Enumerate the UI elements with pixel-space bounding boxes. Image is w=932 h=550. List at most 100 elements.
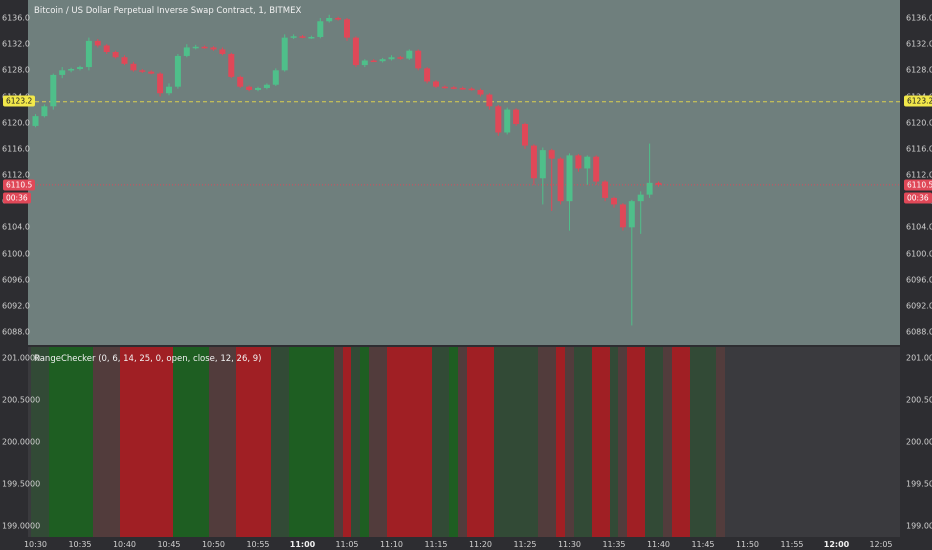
candle — [513, 109, 520, 124]
time-tick-label: 11:30 — [557, 540, 582, 549]
candle — [619, 204, 626, 228]
range-band — [662, 347, 672, 537]
candle — [246, 86, 253, 90]
candle — [68, 69, 75, 71]
range-band — [431, 347, 450, 537]
candle — [628, 201, 635, 228]
candle — [255, 87, 261, 90]
range-band — [458, 347, 468, 537]
time-tick-label: 11:50 — [735, 540, 760, 549]
candle — [59, 70, 66, 75]
price-tick-label-left: 6088.0 — [2, 327, 30, 337]
price-tick-label-right: 6120.0 — [906, 118, 932, 128]
range-band — [618, 347, 628, 537]
candle — [335, 18, 342, 20]
candle — [112, 52, 119, 58]
candle — [219, 49, 226, 54]
candle — [103, 45, 110, 53]
price-tick-label-left: 6100.0 — [2, 249, 30, 258]
countdown-badge-left: 00:36 — [3, 192, 31, 204]
last-price-badge-left: 6123.2 — [3, 95, 36, 107]
candle — [121, 57, 128, 64]
time-tick-label: 11:20 — [468, 540, 493, 549]
candle — [468, 88, 475, 91]
candle — [370, 60, 377, 63]
candle — [450, 87, 457, 89]
candle — [539, 150, 546, 179]
indicator-tick-label-left: 199.0000 — [2, 521, 41, 531]
range-band — [235, 347, 272, 537]
range-band — [538, 347, 557, 537]
candle — [397, 57, 404, 59]
range-band — [209, 347, 236, 537]
time-tick-label: 10:55 — [246, 540, 270, 549]
time-tick-label: 10:35 — [68, 540, 92, 549]
candle — [326, 18, 333, 22]
price-tick-label-right: 6128.0 — [906, 65, 932, 75]
candle — [611, 197, 617, 205]
candle — [637, 194, 644, 202]
candle — [263, 84, 270, 88]
candle — [361, 60, 368, 66]
price-tick-label-right: 6092.0 — [906, 301, 932, 311]
last-price-badge-right: 6123.2 — [904, 95, 932, 107]
price-tick-label-left: 6136.0 — [2, 13, 30, 23]
range-band — [289, 347, 334, 537]
indicator-title[interactable]: RangeChecker (0, 6, 14, 25, 0, open, clo… — [34, 354, 262, 364]
range-band — [573, 347, 592, 537]
price-tick-label-left: 6116.0 — [2, 144, 30, 154]
range-band — [645, 347, 663, 537]
price-tick-label-right: 6100.0 — [906, 249, 932, 258]
candle — [299, 36, 306, 38]
candle — [522, 123, 528, 146]
price-tick-label-left: 6112.0 — [2, 170, 30, 180]
range-band — [369, 347, 388, 537]
candle — [201, 46, 208, 49]
candle — [433, 81, 439, 87]
candle — [272, 70, 279, 85]
candle — [646, 182, 653, 195]
time-tick-label: 11:35 — [602, 540, 626, 549]
candle — [166, 86, 172, 94]
time-tick-label: 11:15 — [424, 540, 448, 549]
indicator-pane[interactable] — [28, 347, 900, 537]
current-price-badge-left: 6110.5 — [3, 179, 36, 191]
candle — [406, 50, 413, 59]
range-band — [467, 347, 494, 537]
candle — [237, 76, 244, 87]
candle — [379, 59, 386, 62]
price-tick-label-right: 6132.0 — [906, 39, 932, 49]
price-tick-label-right: 6116.0 — [906, 144, 932, 154]
time-tick-label: 11:10 — [379, 540, 404, 549]
time-tick-label: 12:05 — [869, 540, 893, 549]
range-band — [449, 347, 459, 537]
candle — [281, 37, 288, 71]
price-tick-label-right: 6104.0 — [906, 222, 932, 232]
candle — [424, 68, 431, 82]
range-band — [31, 347, 49, 537]
time-tick-label: 11:40 — [646, 540, 671, 549]
candle — [530, 145, 537, 179]
range-band — [671, 347, 690, 537]
indicator-tick-label-left: 200.5000 — [2, 395, 41, 405]
range-band — [271, 347, 290, 537]
price-tick-label-right: 6112.0 — [906, 170, 932, 180]
indicator-tick-label-left: 201.0000 — [2, 353, 41, 363]
candle — [85, 40, 92, 68]
range-band — [627, 347, 646, 537]
candle — [593, 156, 600, 182]
candle — [94, 40, 101, 46]
candle — [388, 57, 395, 60]
price-tick-label-right: 6096.0 — [906, 275, 932, 285]
candle — [486, 94, 493, 107]
candle — [557, 158, 564, 202]
time-tick-label: 11:00 — [289, 540, 316, 549]
candle — [566, 155, 573, 202]
candle — [655, 182, 662, 185]
time-tick-label: 11:45 — [691, 540, 715, 549]
candle — [77, 67, 83, 70]
price-pane[interactable] — [28, 0, 900, 345]
indicator-tick-label-left: 199.5000 — [2, 479, 41, 489]
candle — [157, 73, 164, 94]
